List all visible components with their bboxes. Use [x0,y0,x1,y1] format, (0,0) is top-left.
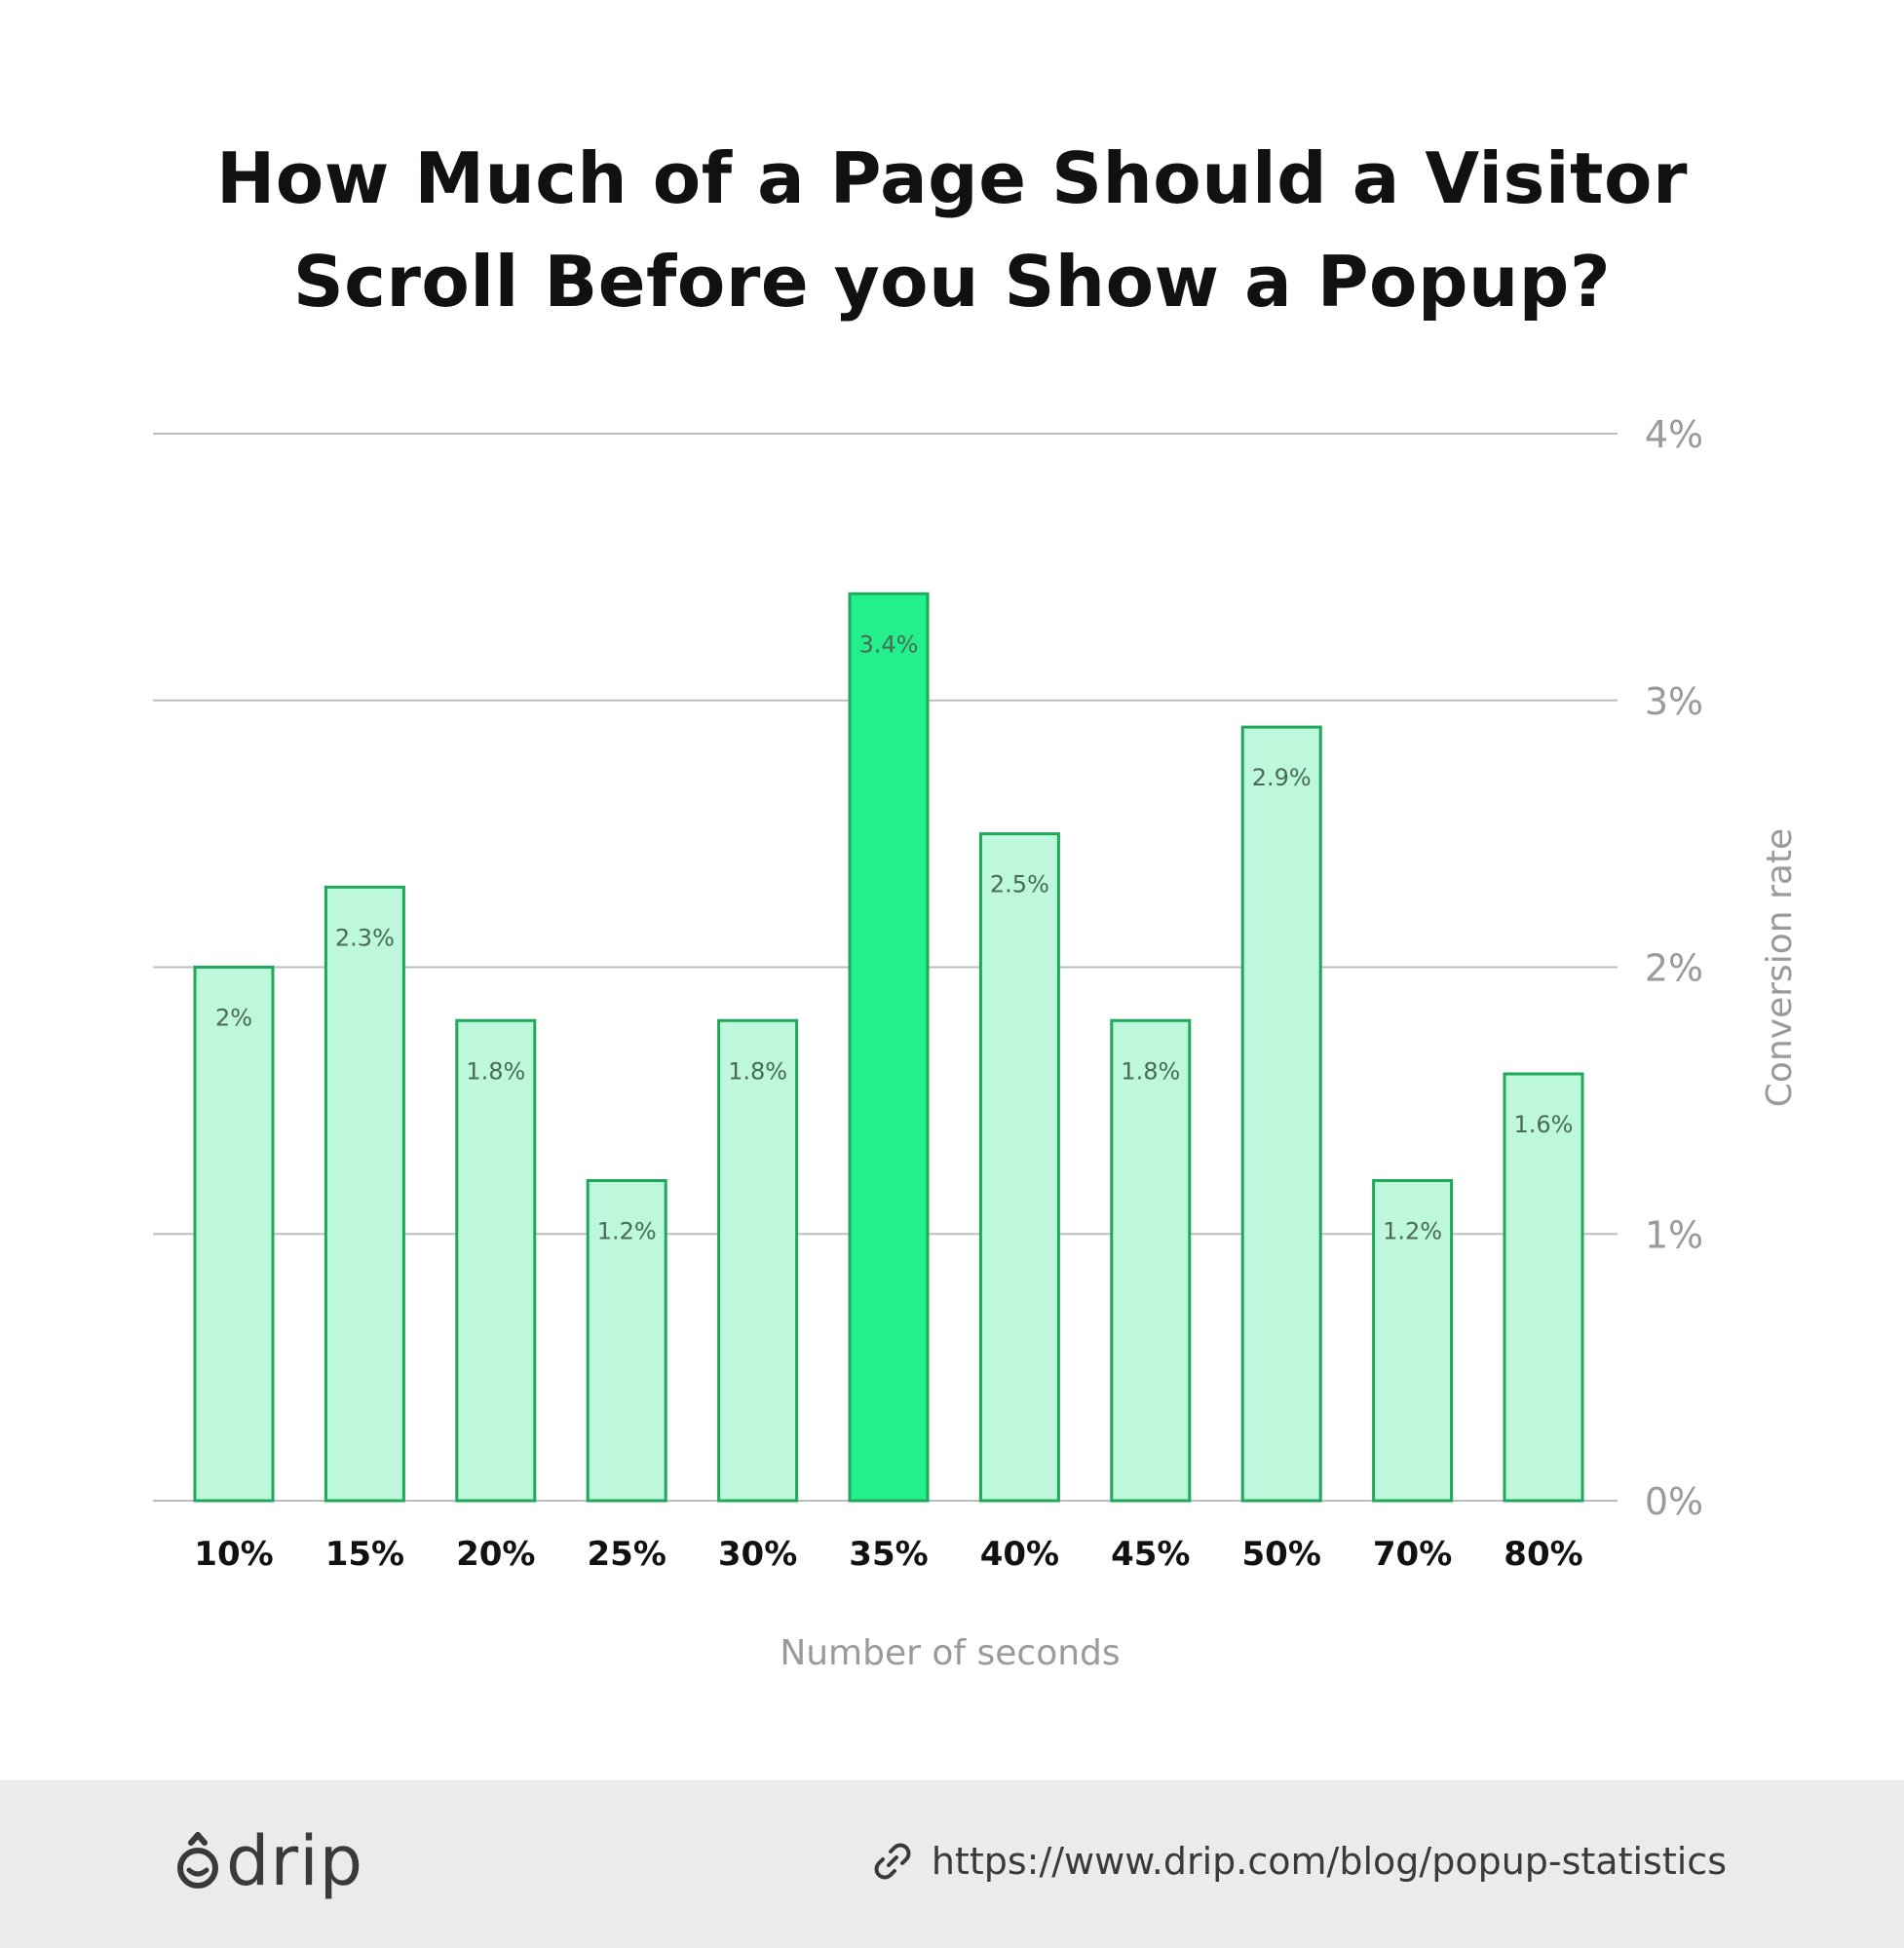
bar [586,1179,667,1503]
x-axis-label: Number of seconds [780,1633,1120,1673]
drip-logo-icon [177,1832,218,1889]
bar [1372,1179,1454,1503]
bar [1503,1072,1584,1503]
x-tick-label: 10% [194,1535,273,1574]
data-label: 1.8% [728,1057,787,1085]
y-tick-label: 2% [1645,947,1703,990]
data-label: 2.5% [990,871,1049,898]
chart-title-line-2: Scroll Before you Show a Popup? [292,241,1612,323]
x-tick-label: 40% [980,1535,1059,1574]
drip-logo[interactable]: drip [175,1817,363,1905]
data-label: 2% [215,1005,252,1032]
data-label: 1.6% [1514,1111,1574,1138]
y-axis-ticks: 0% 1% 2% 3% 4% [1645,413,1703,1523]
x-tick-label: 35% [849,1535,928,1574]
data-labels: 2% 2.3% 1.8% 1.2% 1.8% 3.4% 2.5% 1.8% 2.9% 1.2% 1.… [215,630,1574,1244]
x-tick-label: 70% [1373,1535,1452,1574]
bar [1240,725,1322,1503]
x-tick-label: 25% [588,1535,666,1574]
bar [1110,1018,1192,1503]
bar [848,592,930,1503]
data-label: 3.4% [859,630,919,658]
y-tick-label: 1% [1645,1213,1703,1256]
bar [978,832,1060,1503]
x-tick-label: 50% [1242,1535,1321,1574]
bar-chart: 2% 2.3% 1.8% 1.2% 1.8% 3.4% 2.5% 1.8% 2.9% 1.2% 1.… [153,413,1800,1673]
data-label: 2.9% [1252,764,1312,791]
x-tick-label: 20% [456,1535,535,1574]
x-tick-label: 15% [325,1535,404,1574]
source-url[interactable]: https://www.drip.com/blog/popup-statisti… [931,1840,1727,1883]
link-icon [874,1843,911,1880]
source-link[interactable]: https://www.drip.com/blog/popup-statisti… [871,1827,1727,1895]
data-label: 1.8% [1121,1057,1180,1085]
bar [455,1018,537,1503]
y-tick-label: 4% [1645,413,1703,456]
y-tick-label: 3% [1645,680,1703,723]
footer-bar: drip https://www.drip.com/blog/popup-sta… [0,1780,1904,1948]
data-label: 1.8% [466,1057,525,1085]
x-tick-label: 45% [1111,1535,1190,1574]
bar [717,1018,799,1503]
bar [324,885,405,1503]
x-tick-label: 30% [718,1535,797,1574]
y-axis-label: Conversion rate [1760,828,1800,1107]
data-label: 2.3% [335,924,395,951]
data-label: 1.2% [597,1218,657,1245]
x-tick-label: 80% [1504,1535,1582,1574]
data-label: 1.2% [1383,1218,1442,1245]
bar [193,966,275,1503]
chart-title: How Much of a Page Should a Visitor Scro… [0,127,1904,333]
bars [193,592,1584,1503]
y-tick-label: 0% [1645,1480,1703,1523]
chart-title-line-1: How Much of a Page Should a Visitor [216,137,1688,219]
brand-name: drip [226,1821,364,1901]
x-axis-ticks: 10% 15% 20% 25% 30% 35% 40% 45% 50% 70% 80% [194,1535,1582,1574]
